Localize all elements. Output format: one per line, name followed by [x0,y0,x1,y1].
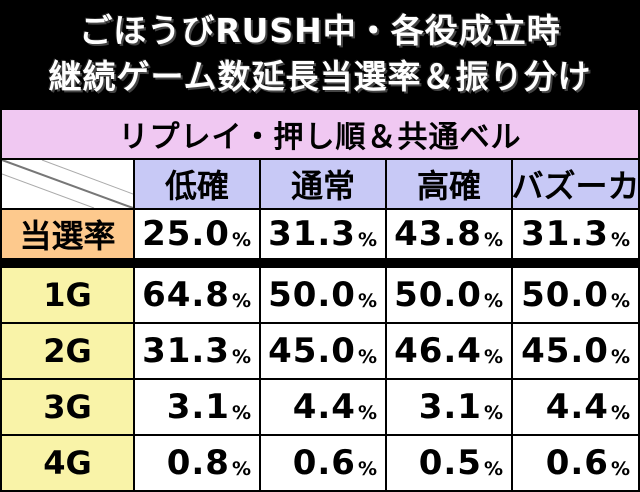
page-title: ごほうびRUSH中・各役成立時 継続ゲーム数延長当選率＆振り分け [0,0,640,108]
column-header-low: 低確 [135,160,259,208]
row-label-4g: 4G [2,436,133,490]
percent-unit: % [231,402,251,424]
row-label-2g: 2G [2,324,133,378]
table-corner [2,160,133,208]
table-cell: 45.0% [513,324,638,378]
cell-value: 3.1 [418,387,482,427]
percent-unit: % [610,458,630,480]
cell-value: 0.6 [292,443,356,483]
percent-unit: % [483,402,503,424]
cell-value: 3.1 [166,387,230,427]
probability-table: リプレイ・押し順＆共通ベル 低確 通常 高確 バズーカ 当選率 25.0% 31… [0,108,640,492]
table-cell: 45.0% [261,324,385,378]
cell-value: 31.3 [142,331,230,371]
percent-unit: % [483,290,503,312]
cell-value: 45.0 [521,331,609,371]
rate-cell-normal: 31.3% [261,210,385,258]
table-cell: 31.3% [135,324,259,378]
table-cell: 50.0% [513,268,638,322]
rate-cell-bazooka: 31.3% [513,210,638,258]
percent-unit: % [231,229,251,251]
row-label-1g: 1G [2,268,133,322]
cell-value: 4.4 [545,387,609,427]
table-cell: 64.8% [135,268,259,322]
row-label-3g: 3G [2,380,133,434]
column-header-normal: 通常 [261,160,385,208]
cell-value: 4.4 [292,387,356,427]
percent-unit: % [357,346,377,368]
table-cell: 4.4% [513,380,638,434]
percent-unit: % [483,346,503,368]
cell-value: 0.8 [166,443,230,483]
column-header-bazooka: バズーカ [512,160,640,208]
table-cell: 4.4% [261,380,385,434]
rate-value: 25.0 [142,214,230,254]
table-cell: 50.0% [387,268,511,322]
percent-unit: % [610,229,630,251]
cell-value: 64.8 [142,275,230,315]
table-cell: 0.8% [135,436,259,490]
table-cell: 0.6% [513,436,638,490]
percent-unit: % [483,229,503,251]
rate-cell-high: 43.8% [387,210,511,258]
cell-value: 45.0 [268,331,356,371]
table-cell: 3.1% [387,380,511,434]
rate-cell-low: 25.0% [135,210,259,258]
table-subheader: リプレイ・押し順＆共通ベル [2,110,638,158]
percent-unit: % [483,458,503,480]
table-cell: 0.6% [261,436,385,490]
table-cell: 46.4% [387,324,511,378]
table-cell: 0.5% [387,436,511,490]
title-line-2: 継続ゲーム数延長当選率＆振り分け [48,57,592,96]
cell-value: 46.4 [394,331,482,371]
cell-value: 0.6 [545,443,609,483]
cell-value: 50.0 [268,275,356,315]
table-cell: 50.0% [261,268,385,322]
rate-value: 43.8 [394,214,482,254]
row-label-rate: 当選率 [2,210,133,258]
rate-value: 31.3 [521,214,609,254]
percent-unit: % [357,229,377,251]
cell-value: 0.5 [418,443,482,483]
title-line-1: ごほうびRUSH中・各役成立時 [79,11,561,50]
percent-unit: % [610,290,630,312]
percent-unit: % [231,458,251,480]
table-cell: 3.1% [135,380,259,434]
percent-unit: % [357,458,377,480]
percent-unit: % [357,290,377,312]
corner-diagonal-icon [2,160,133,208]
cell-value: 50.0 [521,275,609,315]
percent-unit: % [231,346,251,368]
percent-unit: % [610,346,630,368]
percent-unit: % [231,290,251,312]
rate-value: 31.3 [268,214,356,254]
percent-unit: % [610,402,630,424]
percent-unit: % [357,402,377,424]
column-header-high: 高確 [387,160,511,208]
cell-value: 50.0 [394,275,482,315]
